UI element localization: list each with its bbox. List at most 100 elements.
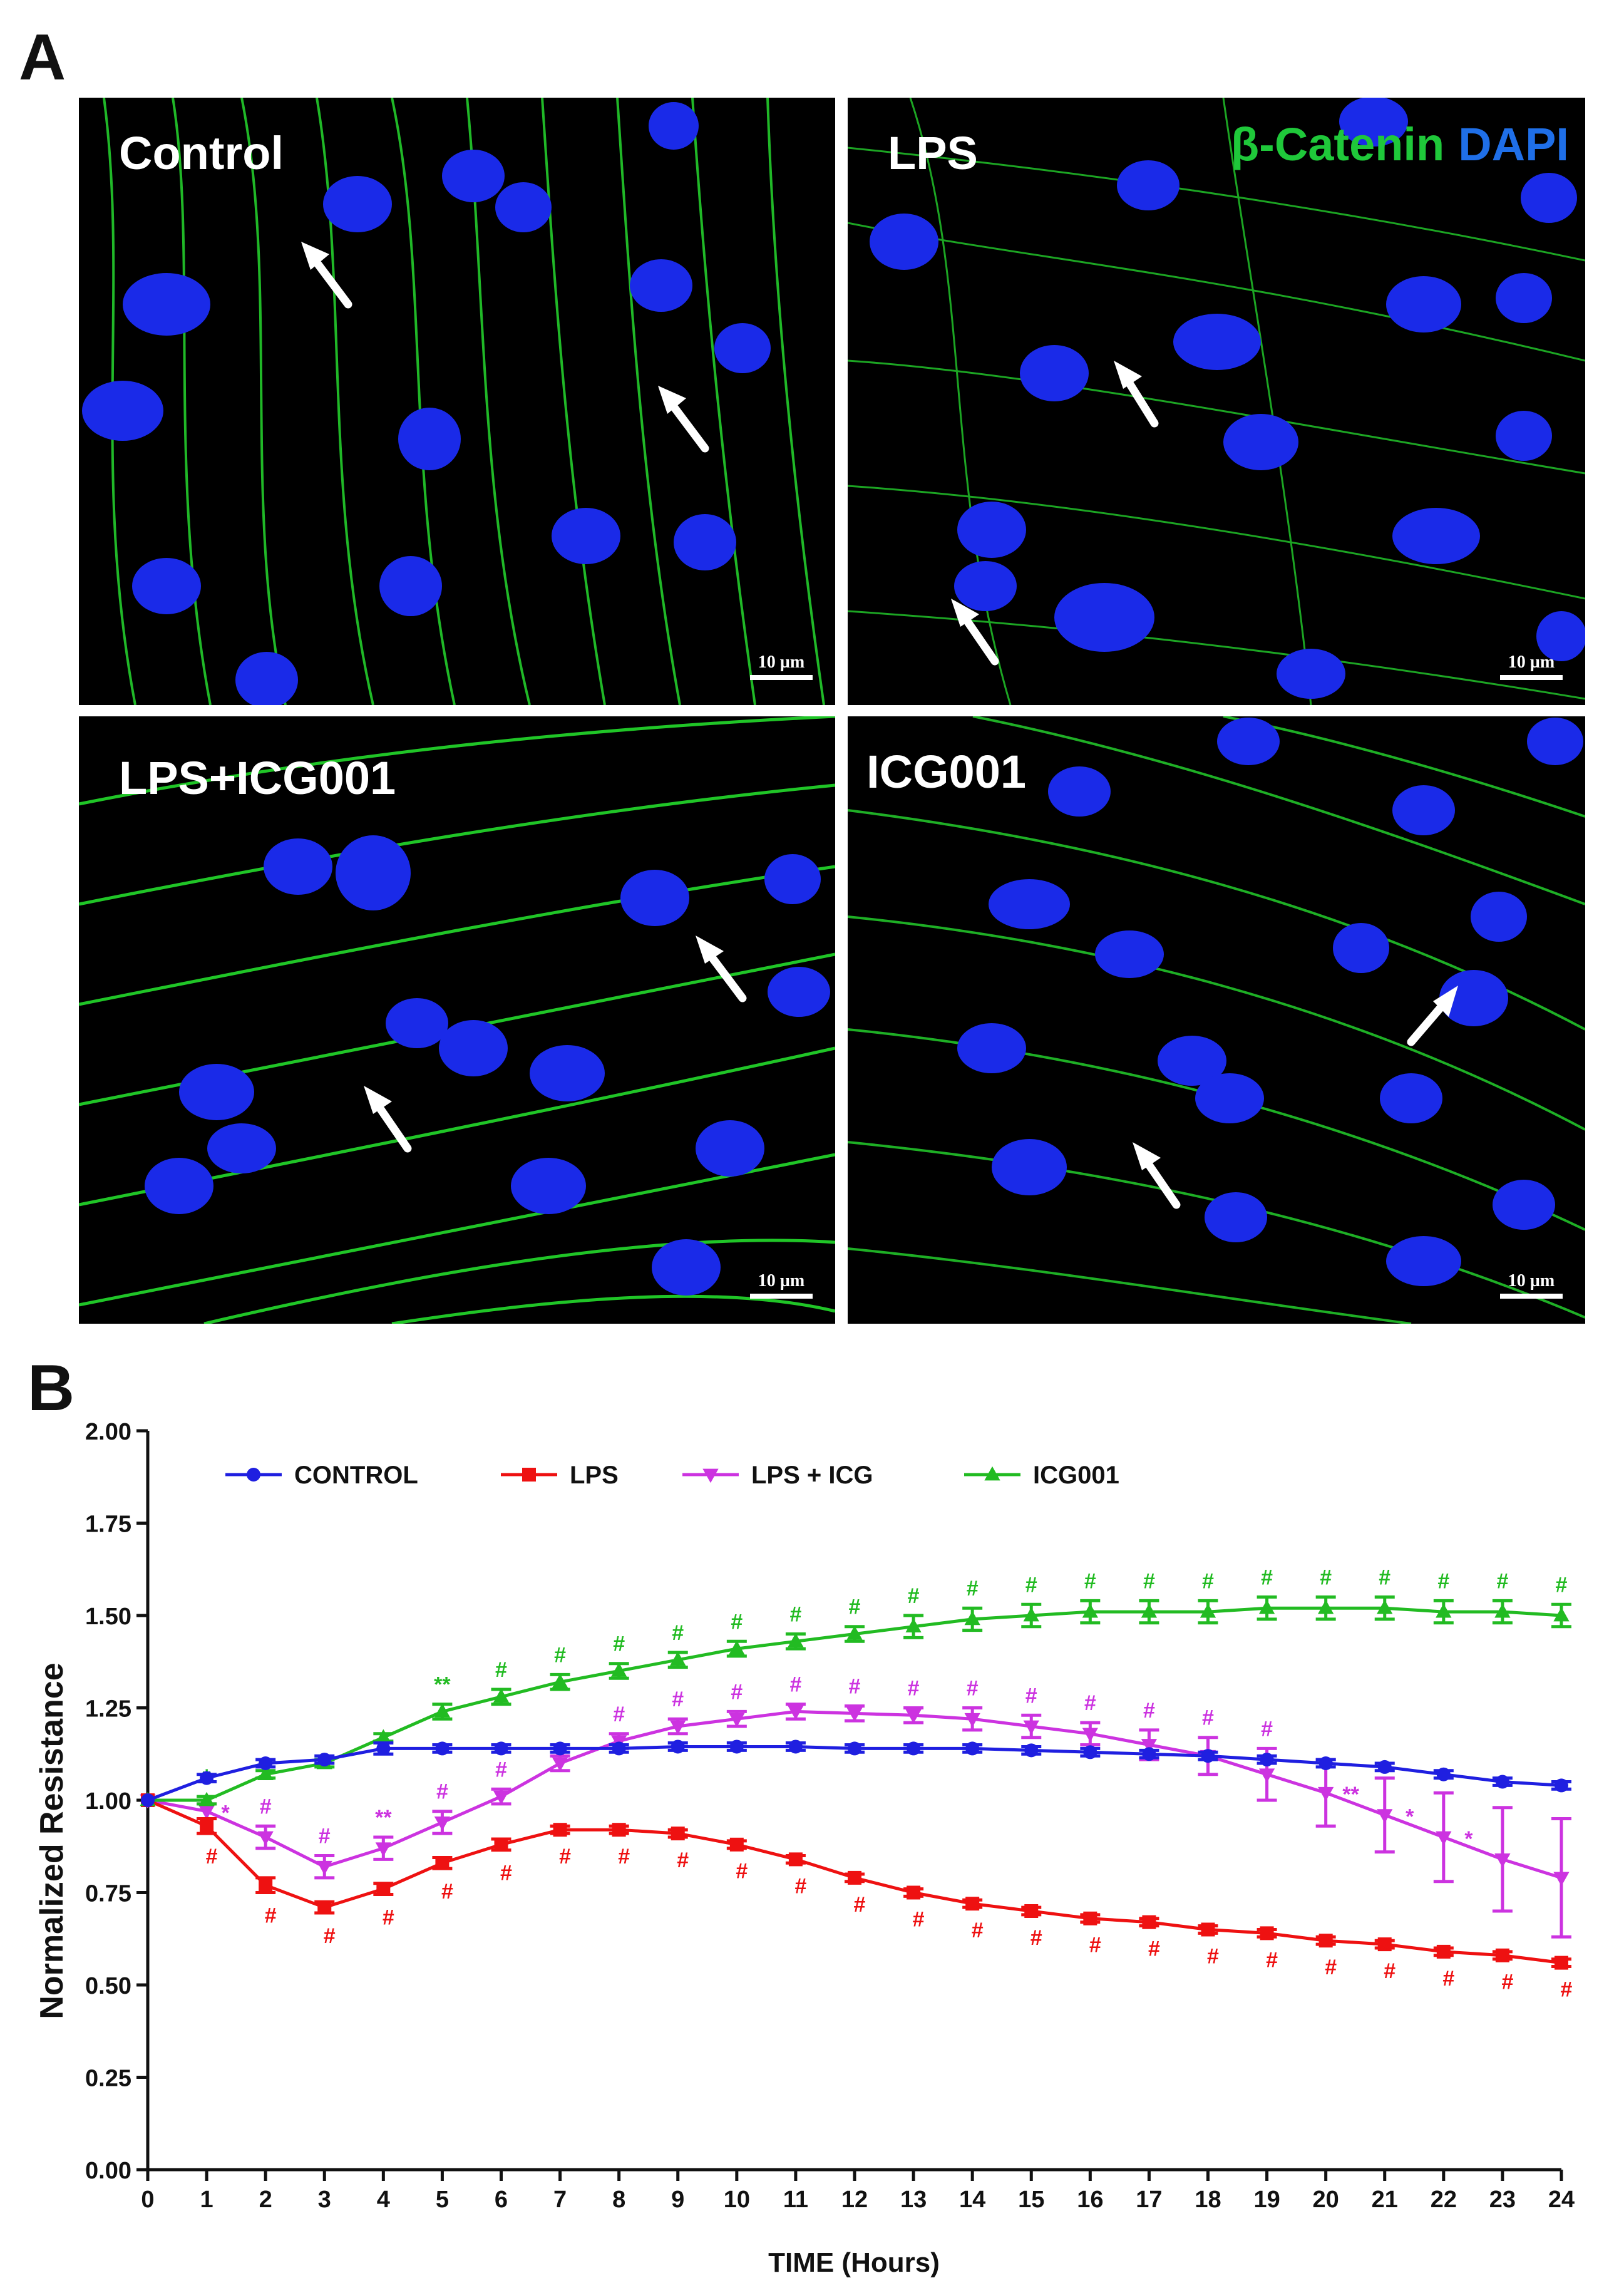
- series-lps-icg: * ##**#### # # # # # # # # # #****: [140, 1673, 1571, 1939]
- significance-marker: #: [967, 1577, 979, 1600]
- micrograph-control: Control 10 µm: [79, 98, 835, 705]
- significance-marker: #: [1143, 1699, 1155, 1723]
- scale-bar-text: 10 µm: [1508, 652, 1555, 672]
- data-point: [1436, 1767, 1451, 1781]
- data-point: [552, 1757, 568, 1772]
- data-point: [259, 1756, 273, 1770]
- data-point: [1024, 1904, 1039, 1918]
- stain-legend-blue: DAPI: [1458, 118, 1569, 170]
- x-tick-label: 23: [1489, 2187, 1516, 2213]
- x-tick-label: 14: [959, 2187, 985, 2213]
- data-point: [1377, 1760, 1392, 1774]
- significance-marker: #: [319, 1825, 331, 1848]
- data-point: [257, 1831, 274, 1846]
- data-point: [553, 1741, 567, 1756]
- micrograph-icg001-image: [848, 716, 1585, 1324]
- significance-marker: #: [265, 1904, 277, 1928]
- data-point: [1553, 1607, 1570, 1622]
- data-point: [1436, 1603, 1452, 1618]
- significance-marker: #: [324, 1924, 336, 1948]
- legend-label: CONTROL: [294, 1461, 418, 1489]
- data-point: [670, 1651, 686, 1666]
- significance-marker: #: [1379, 1566, 1390, 1590]
- significance-marker: #: [554, 1643, 566, 1667]
- micrograph-lps-icg001: LPS+ICG001 10 µm: [79, 716, 835, 1324]
- micrograph-lps: LPS β-Catenin DAPI 10 µm: [848, 98, 1585, 705]
- series-control: [141, 1739, 1571, 1807]
- data-point: [200, 1819, 214, 1833]
- data-point: [434, 1817, 451, 1831]
- significance-marker: #: [260, 1795, 272, 1818]
- data-point: [905, 1709, 922, 1724]
- significance-marker: #: [731, 1610, 743, 1634]
- data-point: [671, 1739, 685, 1754]
- significance-marker: #: [1320, 1566, 1332, 1590]
- data-point: [788, 1852, 803, 1867]
- significance-marker: *: [1406, 1805, 1414, 1829]
- micrograph-label: Control: [119, 127, 284, 179]
- significance-marker: #: [1325, 1956, 1337, 1979]
- significance-marker: #: [1207, 1944, 1219, 1968]
- micrograph-grid: Control 10 µm: [74, 93, 1585, 1324]
- x-tick-label: 2: [259, 2187, 272, 2213]
- legend-label: LPS: [570, 1461, 619, 1489]
- data-point: [1377, 1809, 1393, 1823]
- data-point: [552, 1674, 568, 1688]
- significance-marker: #: [1261, 1717, 1273, 1741]
- significance-marker: #: [972, 1919, 984, 1942]
- x-tick-label: 1: [200, 2187, 213, 2213]
- y-tick-label: 0.25: [85, 2066, 131, 2092]
- data-point: [553, 1823, 567, 1837]
- data-point: [965, 1741, 980, 1756]
- data-point: [435, 1741, 450, 1756]
- data-point: [612, 1823, 626, 1837]
- x-tick-label: 0: [141, 2187, 154, 2213]
- x-tick-label: 20: [1313, 2187, 1339, 2213]
- data-point: [846, 1708, 863, 1722]
- significance-marker: #: [913, 1907, 925, 1931]
- y-tick-label: 2.00: [85, 1419, 131, 1445]
- significance-marker: #: [613, 1632, 625, 1656]
- significance-marker: #: [500, 1862, 512, 1885]
- data-point: [788, 1739, 803, 1754]
- y-tick-label: 0.75: [85, 1881, 131, 1907]
- significance-marker: #: [677, 1848, 689, 1872]
- data-point: [375, 1729, 391, 1744]
- data-point: [1023, 1607, 1039, 1622]
- x-tick-label: 15: [1018, 2187, 1044, 2213]
- resistance-chart: 0.000.250.500.751.001.251.501.752.000 1 2 3…: [34, 1419, 1575, 2278]
- micrograph-lps-icg001-image: [79, 716, 835, 1324]
- x-tick-label: 13: [900, 2187, 927, 2213]
- data-point: [141, 1793, 155, 1807]
- significance-marker: #: [613, 1703, 625, 1726]
- legend-marker: [247, 1468, 260, 1482]
- data-point: [376, 1741, 391, 1756]
- data-point: [1083, 1745, 1097, 1760]
- significance-marker: #: [794, 1874, 806, 1898]
- significance-marker: #: [1501, 1971, 1513, 1994]
- data-point: [1318, 1756, 1333, 1770]
- x-tick-label: 21: [1372, 2187, 1398, 2213]
- significance-marker: #: [1030, 1926, 1042, 1950]
- significance-marker: #: [1561, 1978, 1573, 2002]
- significance-marker: #: [1089, 1934, 1101, 1957]
- data-point: [1201, 1749, 1215, 1763]
- data-point: [729, 1713, 745, 1728]
- y-tick-label: 1.50: [85, 1604, 131, 1630]
- x-tick-label: 17: [1136, 2187, 1162, 2213]
- significance-marker: *: [221, 1801, 230, 1825]
- data-point: [198, 1791, 215, 1806]
- data-point: [435, 1856, 450, 1870]
- scale-bar-text: 10 µm: [758, 652, 805, 672]
- series-lps: # # # # # # # # # # # # # # # # # # # # # # # #: [141, 1793, 1573, 2002]
- data-point: [1318, 1934, 1333, 1948]
- significance-marker: #: [1143, 1569, 1155, 1593]
- scale-bar: 10 µm: [1500, 652, 1563, 680]
- legend-item: CONTROL: [225, 1461, 418, 1489]
- significance-marker: #: [672, 1688, 684, 1711]
- significance-marker: #: [1084, 1569, 1096, 1593]
- data-point: [1553, 1872, 1570, 1887]
- data-point: [257, 1766, 274, 1781]
- significance-marker: #: [967, 1677, 979, 1701]
- micrograph-label: LPS: [888, 127, 978, 179]
